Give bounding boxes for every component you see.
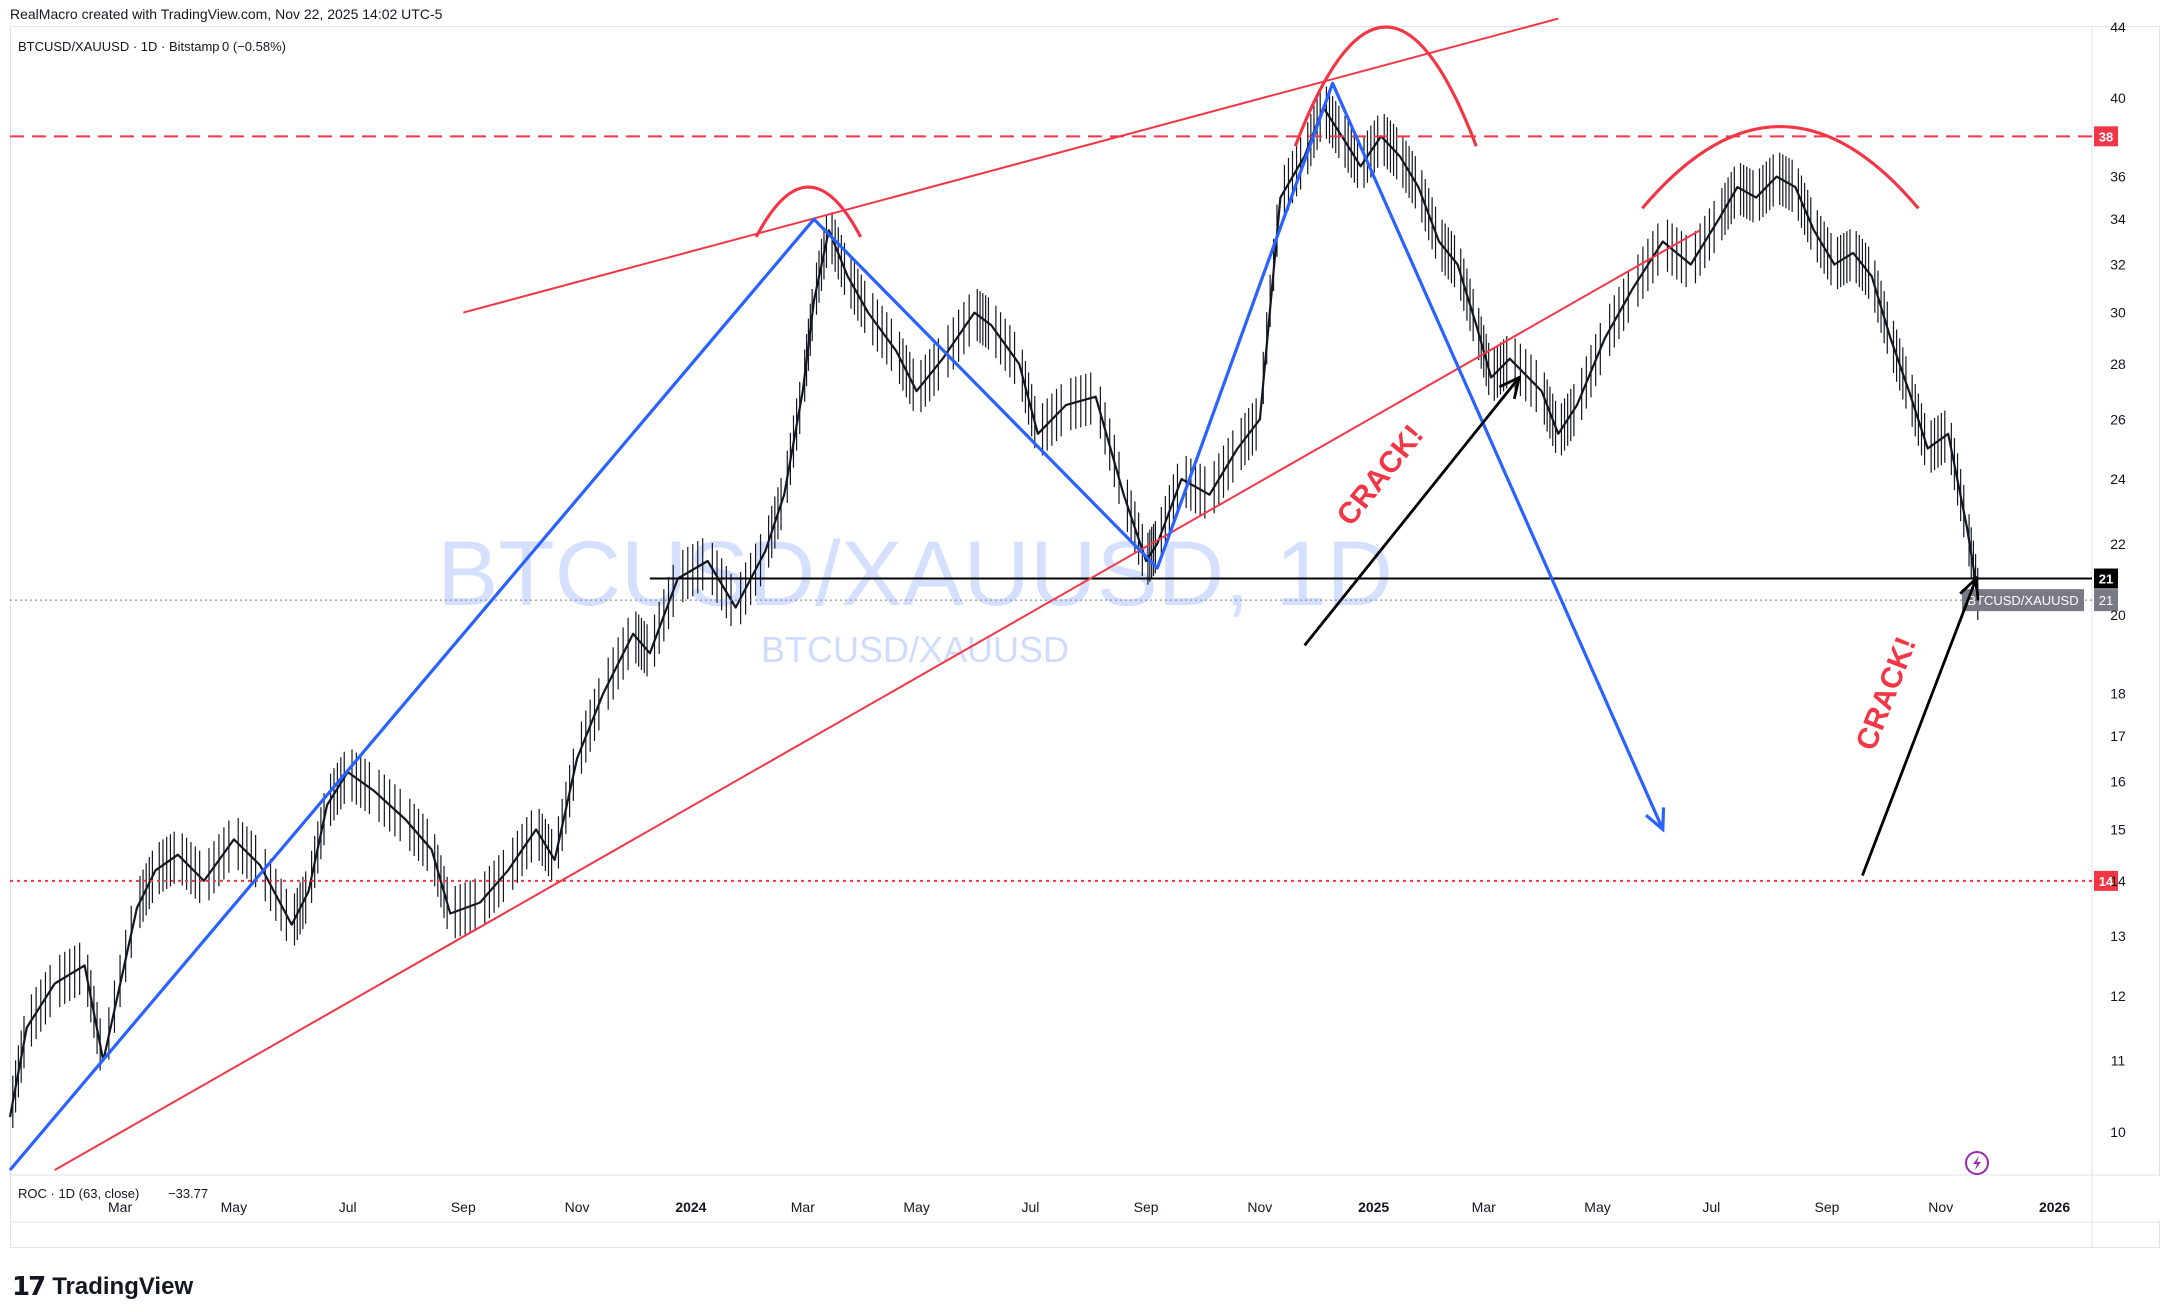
- time-tick-label: Nov: [565, 1199, 590, 1215]
- chart-frame: [10, 26, 2160, 1248]
- price-tick-label: 44: [2110, 19, 2126, 35]
- top-arc: [754, 185, 863, 238]
- price-tick-label: 34: [2110, 211, 2126, 227]
- time-tick-label: Sep: [1815, 1199, 1840, 1215]
- time-tick-label: Mar: [1472, 1199, 1496, 1215]
- trend-arrowhead: [1498, 374, 1522, 400]
- symbol-badge: [1962, 589, 2084, 612]
- price-tick-label: 14: [2110, 873, 2126, 889]
- time-tick-label: Jul: [1702, 1199, 1720, 1215]
- legend-symbol: BTCUSD/XAUUSD · 1D · Bitstamp: [18, 39, 220, 54]
- crack-label: CRACK!: [1331, 419, 1431, 532]
- attribution-text: RealMacro created with TradingView.com, …: [10, 6, 443, 22]
- price-tick-label: 20: [2110, 607, 2126, 623]
- roc-axis-area: [2093, 1176, 2160, 1221]
- time-tick-label: Nov: [1928, 1199, 1953, 1215]
- symbol-badge-label: BTCUSD/XAUUSD: [1967, 593, 2078, 608]
- watermark-title: BTCUSD/XAUUSD, 1D: [437, 523, 1393, 625]
- price-tick-label: 12: [2110, 988, 2126, 1004]
- level-badge-21: [2094, 568, 2118, 589]
- price-tick-label: 28: [2110, 356, 2126, 372]
- indicator-label: ROC · 1D (63, close): [18, 1186, 139, 1201]
- price-tick-label: 22: [2110, 536, 2126, 552]
- price-tick-label: 18: [2110, 685, 2126, 701]
- time-tick-label: Sep: [451, 1199, 476, 1215]
- price-tick-label: 11: [2111, 1053, 2126, 1069]
- trend-arrowhead: [1959, 575, 1980, 601]
- zigzag-arrowhead: [1645, 807, 1666, 833]
- crack-label: CRACK!: [1850, 632, 1923, 754]
- time-tick-label: 2025: [1358, 1199, 1389, 1215]
- level-badge-label: 21: [2099, 572, 2113, 587]
- indicator-value: −33.77: [168, 1186, 208, 1201]
- tradingview-mark-icon: 17: [12, 1272, 46, 1302]
- price-tick-label: 17: [2110, 728, 2126, 744]
- price-tick-label: 10: [2110, 1124, 2126, 1140]
- time-tick-label: 2024: [675, 1199, 706, 1215]
- time-tick-label: May: [1584, 1199, 1610, 1215]
- time-tick-label: Jul: [339, 1199, 357, 1215]
- time-tick-label: Jul: [1021, 1199, 1039, 1215]
- trend-arrow-line: [1303, 376, 1521, 647]
- time-tick-label: Sep: [1134, 1199, 1159, 1215]
- price-tick-label: 40: [2110, 90, 2126, 106]
- price-tick-label: 13: [2110, 928, 2126, 944]
- legend-change: 0 (−0.58%): [222, 39, 286, 54]
- price-tick-label: 30: [2110, 305, 2126, 321]
- watermark-subtitle: BTCUSD/XAUUSD: [761, 629, 1069, 670]
- time-tick-label: Mar: [108, 1199, 132, 1215]
- tradingview-brand: TradingView: [52, 1273, 194, 1300]
- time-tick-label: 2026: [2039, 1199, 2070, 1215]
- time-tick-label: May: [221, 1199, 247, 1215]
- level-badge-label: 14: [2099, 874, 2114, 889]
- last-price-value: 21: [2099, 593, 2113, 608]
- level-badge-38: [2094, 126, 2118, 147]
- trend-arrow-line: [1861, 578, 1978, 877]
- last-price-badge: [2094, 589, 2118, 612]
- price-tick-label: 36: [2110, 169, 2126, 185]
- price-tick-label: 24: [2110, 471, 2126, 487]
- lightning-icon[interactable]: [1965, 1151, 1989, 1175]
- level-badge-14: [2094, 870, 2118, 891]
- price-tick-label: 32: [2110, 256, 2126, 272]
- tradingview-logo[interactable]: 17 TradingView: [12, 1272, 193, 1302]
- price-tick-label: 15: [2110, 821, 2126, 837]
- top-arc: [1641, 124, 1920, 210]
- time-tick-label: Nov: [1247, 1199, 1272, 1215]
- price-tick-label: 16: [2110, 773, 2126, 789]
- zigzag-projection-line: [8, 81, 1665, 1172]
- level-badge-label: 38: [2099, 129, 2113, 144]
- time-tick-label: Mar: [791, 1199, 815, 1215]
- price-tick-label: 26: [2110, 411, 2126, 427]
- top-arc: [1293, 25, 1478, 147]
- channel-lower-line: [54, 229, 1701, 1171]
- channel-upper-line: [463, 17, 1559, 314]
- time-tick-label: May: [903, 1199, 929, 1215]
